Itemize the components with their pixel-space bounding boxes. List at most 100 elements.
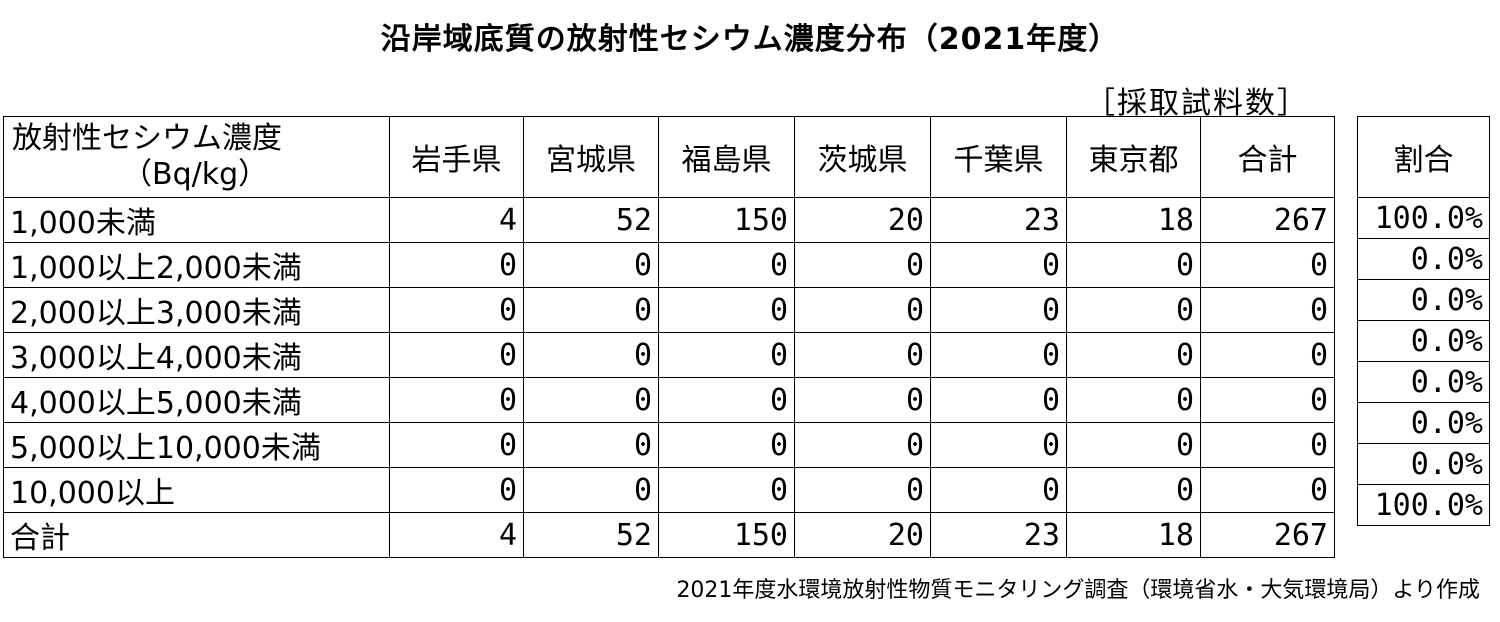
table-cell: 0 bbox=[523, 467, 659, 513]
table-cell: 0 bbox=[658, 332, 795, 378]
table-row: 合計 4 52 150 20 23 18 267 bbox=[3, 512, 1335, 558]
table-row: 10,000以上 0 0 0 0 0 0 0 bbox=[3, 467, 1335, 513]
table-cell: 0 bbox=[389, 467, 524, 513]
table-cell: 0 bbox=[1066, 422, 1201, 468]
ratio-row: 0.0% bbox=[1357, 361, 1490, 403]
row-label: 1,000以上2,000未満 bbox=[3, 242, 390, 288]
ratio-row: 100.0% bbox=[1357, 484, 1490, 526]
ratio-cell: 100.0% bbox=[1357, 484, 1490, 526]
table-cell: 0 bbox=[658, 467, 795, 513]
ratio-row: 0.0% bbox=[1357, 443, 1490, 485]
ratio-cell: 0.0% bbox=[1357, 279, 1490, 321]
unit-label: ［採取試料数］ bbox=[1085, 86, 1309, 121]
table-cell: 0 bbox=[1200, 467, 1335, 513]
row-label: 4,000以上5,000未満 bbox=[3, 377, 390, 423]
ratio-cell: 100.0% bbox=[1357, 197, 1490, 239]
table-cell: 0 bbox=[930, 467, 1067, 513]
table-cell: 23 bbox=[930, 197, 1067, 243]
table-cell: 0 bbox=[1200, 242, 1335, 288]
table-cell: 267 bbox=[1200, 197, 1335, 243]
column-header: 合計 bbox=[1200, 116, 1335, 198]
table-cell: 0 bbox=[930, 287, 1067, 333]
table-cell: 0 bbox=[658, 377, 795, 423]
table-cell: 267 bbox=[1200, 512, 1335, 558]
table-cell: 0 bbox=[794, 287, 931, 333]
ratio-table: 割合 100.0% 0.0% 0.0% 0.0% 0.0% 0.0% 0.0% 100.0% bbox=[1357, 116, 1490, 526]
column-header: 千葉県 bbox=[930, 116, 1067, 198]
table-row: 2,000以上3,000未満 0 0 0 0 0 0 0 bbox=[3, 287, 1335, 333]
table-cell: 0 bbox=[523, 287, 659, 333]
ratio-body: 100.0% 0.0% 0.0% 0.0% 0.0% 0.0% 0.0% 100.0% bbox=[1357, 197, 1490, 526]
row-label: 10,000以上 bbox=[3, 467, 390, 513]
table-cell: 0 bbox=[389, 332, 524, 378]
row-label: 1,000未満 bbox=[3, 197, 390, 243]
ratio-cell: 0.0% bbox=[1357, 402, 1490, 444]
ratio-row: 0.0% bbox=[1357, 320, 1490, 362]
ratio-cell: 0.0% bbox=[1357, 443, 1490, 485]
table-cell: 4 bbox=[389, 512, 524, 558]
table-cell: 0 bbox=[930, 332, 1067, 378]
table-header-row: 放射性セシウム濃度 （Bq/kg） 岩手県 宮城県 福島県 茨城県 千葉県 東京都 合計 bbox=[3, 116, 1335, 198]
row-label: 2,000以上3,000未満 bbox=[3, 287, 390, 333]
table-cell: 20 bbox=[794, 197, 931, 243]
table-cell: 0 bbox=[1200, 422, 1335, 468]
table-cell: 0 bbox=[389, 287, 524, 333]
ratio-cell: 0.0% bbox=[1357, 238, 1490, 280]
column-header: 岩手県 bbox=[389, 116, 524, 198]
table-cell: 0 bbox=[389, 377, 524, 423]
ratio-header: 割合 bbox=[1357, 116, 1490, 198]
table-cell: 0 bbox=[794, 242, 931, 288]
concentration-header-label: 放射性セシウム濃度 bbox=[12, 121, 282, 156]
table-cell: 18 bbox=[1066, 197, 1201, 243]
ratio-row: 0.0% bbox=[1357, 402, 1490, 444]
table-row: 1,000以上2,000未満 0 0 0 0 0 0 0 bbox=[3, 242, 1335, 288]
row-label: 3,000以上4,000未満 bbox=[3, 332, 390, 378]
ratio-cell: 0.0% bbox=[1357, 361, 1490, 403]
table-cell: 0 bbox=[1066, 467, 1201, 513]
table-cell: 0 bbox=[794, 377, 931, 423]
row-label: 5,000以上10,000未満 bbox=[3, 422, 390, 468]
table-cell: 0 bbox=[930, 377, 1067, 423]
table-cell: 150 bbox=[658, 197, 795, 243]
concentration-header-unit: （Bq/kg） bbox=[122, 157, 269, 192]
table-cell: 0 bbox=[1066, 287, 1201, 333]
ratio-row: 0.0% bbox=[1357, 238, 1490, 280]
row-label: 合計 bbox=[3, 512, 390, 558]
table-cell: 0 bbox=[794, 467, 931, 513]
table-cell: 0 bbox=[1066, 242, 1201, 288]
table-cell: 0 bbox=[1066, 332, 1201, 378]
table-cell: 4 bbox=[389, 197, 524, 243]
table-row: 4,000以上5,000未満 0 0 0 0 0 0 0 bbox=[3, 377, 1335, 423]
table-cell: 150 bbox=[658, 512, 795, 558]
table-cell: 0 bbox=[1066, 377, 1201, 423]
table-cell: 52 bbox=[523, 197, 659, 243]
table-row: 3,000以上4,000未満 0 0 0 0 0 0 0 bbox=[3, 332, 1335, 378]
table-row: 1,000未満 4 52 150 20 23 18 267 bbox=[3, 197, 1335, 243]
table-body: 1,000未満 4 52 150 20 23 18 267 1,000以上2,000未満 0 0 0 0… bbox=[3, 197, 1335, 558]
table-cell: 0 bbox=[930, 422, 1067, 468]
column-header: 東京都 bbox=[1066, 116, 1201, 198]
concentration-header: 放射性セシウム濃度 （Bq/kg） bbox=[3, 116, 390, 198]
table-cell: 0 bbox=[1200, 377, 1335, 423]
table-cell: 0 bbox=[658, 422, 795, 468]
table-cell: 0 bbox=[523, 242, 659, 288]
table-cell: 23 bbox=[930, 512, 1067, 558]
table-cell: 0 bbox=[1200, 332, 1335, 378]
column-header: 茨城県 bbox=[794, 116, 931, 198]
table-cell: 0 bbox=[523, 377, 659, 423]
ratio-row: 0.0% bbox=[1357, 279, 1490, 321]
table-cell: 0 bbox=[389, 422, 524, 468]
table-cell: 0 bbox=[389, 242, 524, 288]
data-table: 放射性セシウム濃度 （Bq/kg） 岩手県 宮城県 福島県 茨城県 千葉県 東京都 合計 1… bbox=[3, 116, 1335, 558]
table-cell: 0 bbox=[658, 287, 795, 333]
chart-title: 沿岸域底質の放射性セシウム濃度分布（2021年度） bbox=[380, 22, 1120, 57]
table-cell: 0 bbox=[930, 242, 1067, 288]
ratio-header-row: 割合 bbox=[1357, 116, 1490, 198]
table-cell: 52 bbox=[523, 512, 659, 558]
column-header: 宮城県 bbox=[523, 116, 659, 198]
table-cell: 0 bbox=[658, 242, 795, 288]
table-cell: 18 bbox=[1066, 512, 1201, 558]
column-header: 福島県 bbox=[658, 116, 795, 198]
source-note: 2021年度水環境放射性物質モニタリング調査（環境省水・大気環境局）より作成 bbox=[676, 578, 1480, 603]
ratio-cell: 0.0% bbox=[1357, 320, 1490, 362]
